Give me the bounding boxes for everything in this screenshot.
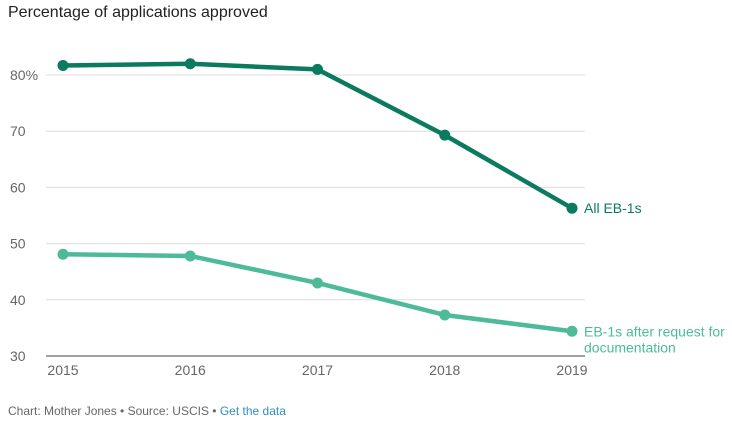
x-tick-label: 2017	[302, 362, 333, 378]
grid-lines	[46, 74, 585, 357]
series-point	[184, 58, 196, 70]
y-tick-label: 60	[10, 179, 26, 195]
series-lines	[60, 61, 575, 334]
series-points	[57, 58, 578, 337]
y-tick-label: 50	[10, 236, 26, 252]
y-tick-label: 80%	[10, 67, 38, 83]
x-tick-label: 2016	[175, 362, 206, 378]
y-tick-labels: 80% 70 60 50 40 30	[10, 67, 38, 364]
get-the-data-link[interactable]: Get the data	[219, 404, 286, 418]
y-tick-label: 70	[10, 123, 26, 139]
series-point	[566, 325, 578, 337]
chart-title: Percentage of applications approved	[8, 4, 268, 21]
y-tick-label: 30	[10, 348, 26, 364]
line-chart: 80% 70 60 50 40 30 2015 2016 2017 2018 2019 All E…	[10, 58, 725, 378]
series-point	[439, 129, 451, 141]
x-tick-label: 2019	[556, 362, 587, 378]
x-tick-label: 2018	[429, 362, 460, 378]
series-point	[57, 59, 69, 71]
series-label: All EB-1s	[584, 200, 642, 216]
series-point	[57, 248, 69, 260]
series-label: EB-1s after request for	[584, 323, 725, 339]
x-tick-label: 2015	[47, 362, 78, 378]
series-labels: All EB-1s EB-1s after request fordocument…	[584, 200, 725, 355]
series-point	[184, 250, 196, 262]
series-point	[566, 202, 578, 214]
chart-footer: Chart: Mother Jones • Source: USCIS • Ge…	[8, 404, 286, 418]
footer-credit: Chart: Mother Jones • Source: USCIS •	[8, 404, 220, 418]
series-line	[60, 61, 575, 211]
series-line	[60, 252, 575, 334]
series-point	[312, 277, 323, 289]
y-tick-label: 40	[10, 292, 26, 308]
series-point	[439, 309, 451, 321]
series-point	[312, 63, 323, 75]
series-label: documentation	[584, 339, 676, 355]
x-tick-labels: 2015 2016 2017 2018 2019	[47, 362, 587, 378]
